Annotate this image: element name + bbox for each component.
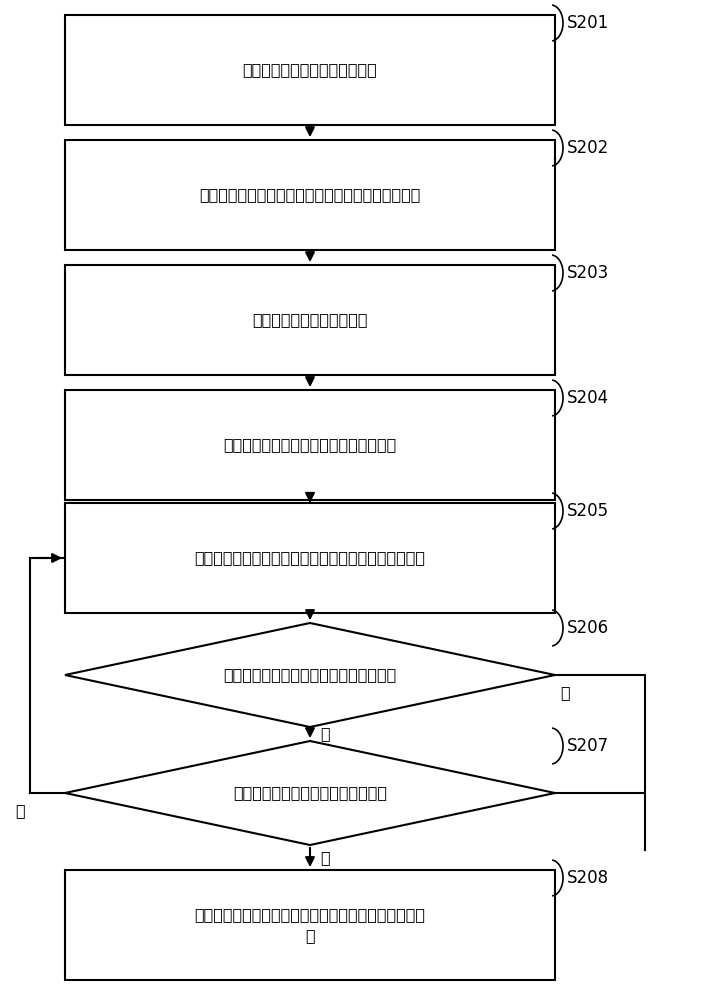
Text: 否: 否 — [16, 804, 25, 818]
Text: S205: S205 — [567, 502, 609, 520]
Polygon shape — [65, 623, 555, 727]
Bar — [65, 870, 555, 980]
Text: S201: S201 — [567, 14, 609, 32]
Text: 是: 是 — [320, 850, 330, 865]
Text: 根据上下文信息，初始化漏洞扫描所需的环境及文件: 根据上下文信息，初始化漏洞扫描所需的环境及文件 — [199, 188, 421, 202]
Text: S204: S204 — [567, 389, 609, 407]
Text: 判断获取的异常信息是否为可逆异常信息: 判断获取的异常信息是否为可逆异常信息 — [223, 668, 397, 682]
Text: 否: 否 — [560, 686, 570, 700]
Polygon shape — [65, 741, 555, 845]
Text: S203: S203 — [567, 264, 609, 282]
Text: 获取漏洞扫描所需的上下文信息: 获取漏洞扫描所需的上下文信息 — [243, 62, 378, 78]
Bar — [65, 390, 555, 500]
Text: S206: S206 — [567, 619, 609, 637]
Text: 将漏洞扫描获取的结果进行汇总，得到漏洞扫描结果信
息: 将漏洞扫描获取的结果进行汇总，得到漏洞扫描结果信 息 — [194, 907, 426, 943]
Text: 判断终端系统所有漏洞是否扫描完成: 判断终端系统所有漏洞是否扫描完成 — [233, 786, 387, 800]
Bar — [65, 15, 555, 125]
Text: S207: S207 — [567, 737, 609, 755]
Text: S208: S208 — [567, 869, 609, 887]
Text: 获取被扫描设备的设备信息: 获取被扫描设备的设备信息 — [252, 312, 368, 328]
Text: 启动漏洞扫描进程，并监听漏洞扫描进程: 启动漏洞扫描进程，并监听漏洞扫描进程 — [223, 438, 397, 452]
Bar — [65, 265, 555, 375]
Bar — [65, 503, 555, 613]
Bar — [65, 140, 555, 250]
Text: 是: 是 — [320, 726, 330, 742]
Text: S202: S202 — [567, 139, 609, 157]
Text: 结合被扫描设备的设备信息，对终端系统进行漏洞扫描: 结合被扫描设备的设备信息，对终端系统进行漏洞扫描 — [194, 550, 426, 566]
